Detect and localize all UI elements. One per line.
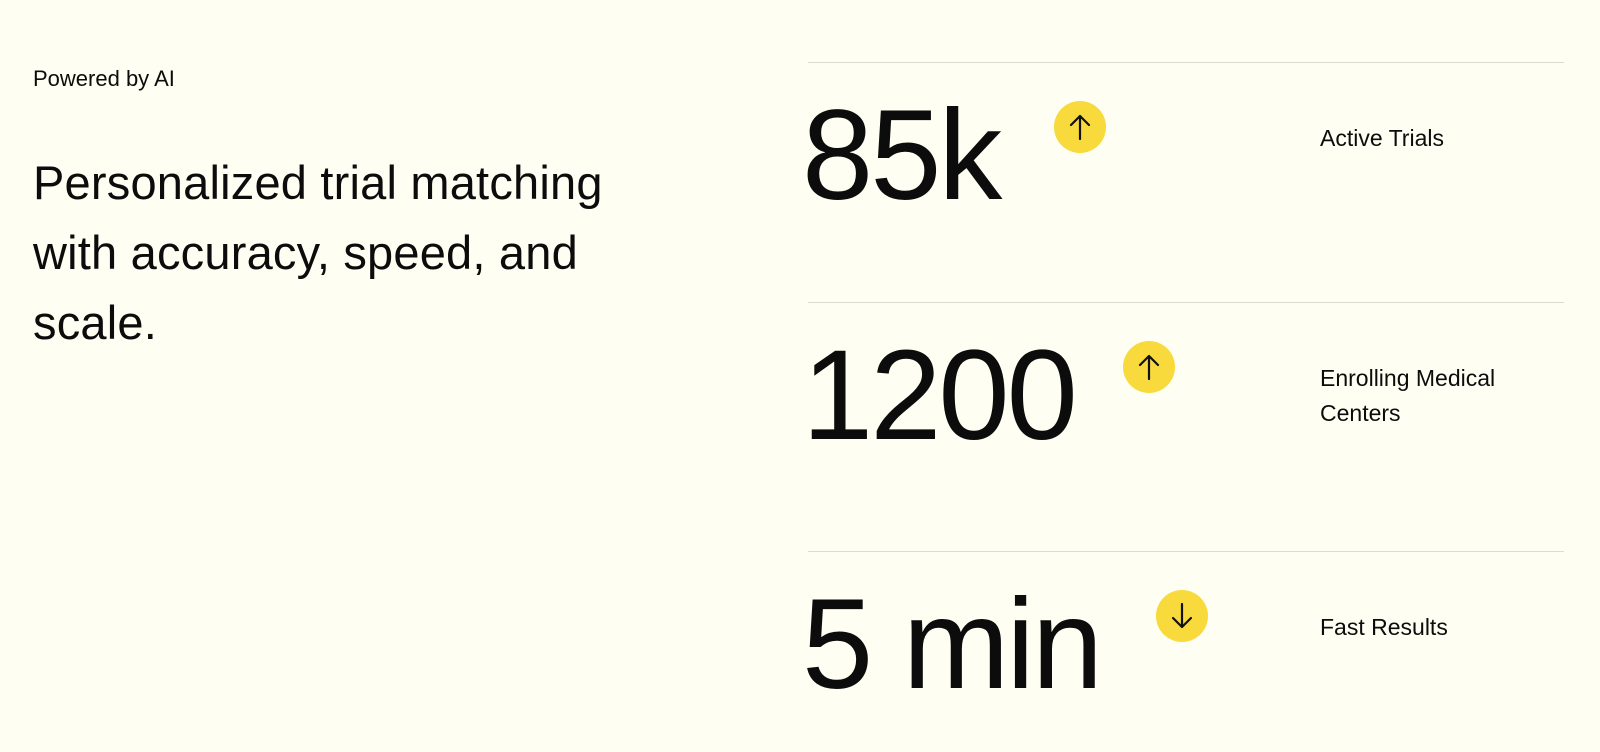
arrow-down-icon	[1156, 590, 1208, 642]
stat-label: Enrolling Medical Centers	[1320, 365, 1496, 426]
stat-active-trials: 85k Active Trials	[802, 62, 1564, 302]
eyebrow-label: Powered by AI	[33, 66, 175, 91]
arrow-up-icon	[1123, 341, 1175, 393]
arrow-up-icon	[1054, 101, 1106, 153]
stats-list: 85k Active Trials 1200 Enrolling Medical…	[802, 62, 1564, 742]
stat-label: Active Trials	[1320, 125, 1444, 151]
stat-label: Fast Results	[1320, 614, 1448, 640]
headline: Personalized trial matching with accurac…	[33, 156, 603, 349]
stat-fast-results: 5 min Fast Results	[802, 551, 1564, 742]
stat-value: 1200	[802, 324, 1078, 467]
stat-value: 85k	[802, 84, 1002, 227]
stat-enrolling-medical-centers: 1200 Enrolling Medical Centers	[802, 302, 1564, 551]
stat-value: 5 min	[802, 573, 1103, 716]
